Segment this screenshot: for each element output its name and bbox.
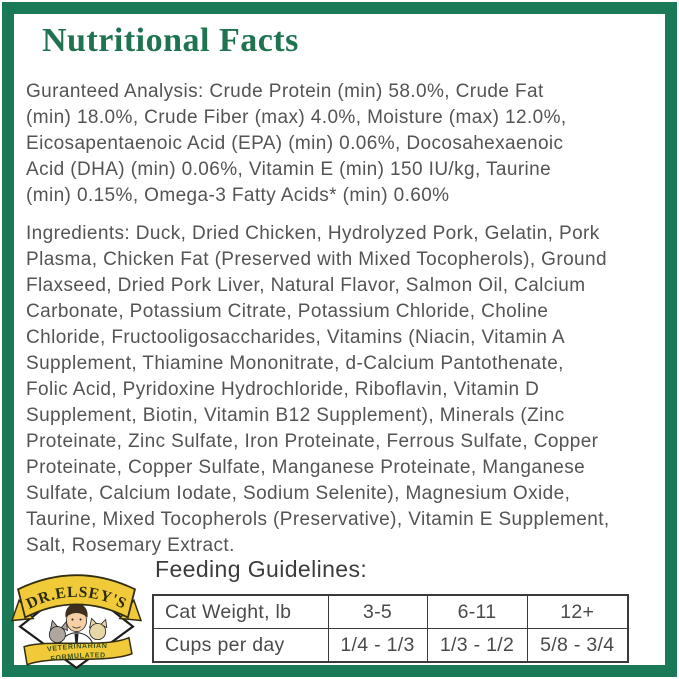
- guaranteed-analysis-text: Guranteed Analysis: Crude Protein (min) …: [26, 81, 567, 206]
- row-header-cell: Cups per day: [152, 628, 329, 663]
- row-header-cell: Cat Weight, lb: [152, 594, 329, 629]
- feeding-guidelines-table: Cat Weight, lb 3-5 6-11 12+ Cups per day…: [152, 594, 629, 663]
- logo-tagline-line1: VETERINARIAN: [47, 643, 108, 654]
- table-cell: 6-11: [426, 594, 528, 629]
- dr-elseys-logo: DR.ELSEY'S VETERINARIAN FORMULATED: [11, 574, 142, 670]
- ingredients-text: Ingredients: Duck, Dried Chicken, Hydrol…: [26, 223, 610, 556]
- table-row-weight: Cat Weight, lb 3-5 6-11 12+: [152, 594, 629, 629]
- table-cell: 3-5: [327, 594, 428, 629]
- page-title: Nutritional Facts: [42, 22, 299, 59]
- table-row-cups: Cups per day 1/4 - 1/3 1/3 - 1/2 5/8 - 3…: [152, 628, 629, 663]
- logo-cat-left: [48, 619, 68, 644]
- table-cell: 1/3 - 1/2: [426, 628, 528, 663]
- logo-banner: DR.ELSEY'S: [11, 574, 142, 622]
- feeding-guidelines-heading: Feeding Guidelines:: [155, 556, 368, 582]
- table-cell: 12+: [526, 594, 629, 629]
- table-cell: 5/8 - 3/4: [526, 628, 629, 663]
- logo-tagline-line2: FORMULATED: [50, 652, 106, 663]
- logo-ribbon: VETERINARIAN FORMULATED: [23, 636, 133, 666]
- logo-cat-right: [89, 617, 108, 641]
- table-cell: 1/4 - 1/3: [327, 628, 428, 663]
